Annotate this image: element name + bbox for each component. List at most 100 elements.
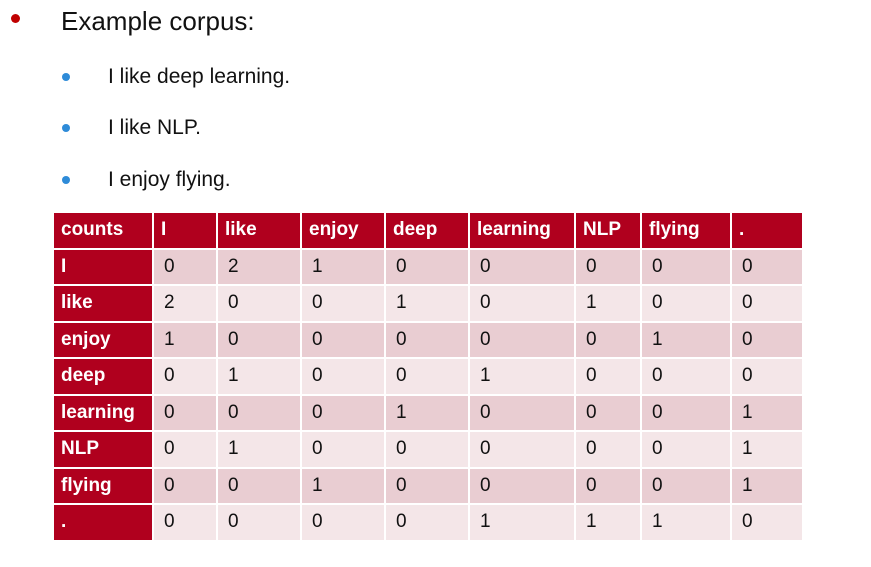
count-cell: 0: [730, 284, 804, 323]
count-cell: 0: [574, 430, 642, 469]
row-header: enjoy: [52, 320, 154, 359]
count-cell: 0: [300, 357, 386, 396]
count-cell: 0: [216, 393, 302, 432]
count-cell: 1: [468, 357, 576, 396]
column-header: flying: [640, 211, 732, 250]
slide-heading: Example corpus:: [61, 6, 255, 36]
count-cell: 0: [216, 284, 302, 323]
count-cell: 0: [152, 357, 218, 396]
count-cell: 2: [152, 284, 218, 323]
count-cell: 1: [640, 320, 732, 359]
count-cell: 1: [730, 393, 804, 432]
count-cell: 1: [300, 247, 386, 286]
table-row: enjoy 1 0 0 0 0 0 1 0: [52, 320, 804, 359]
count-cell: 0: [300, 430, 386, 469]
count-cell: 0: [730, 503, 804, 542]
count-cell: 2: [216, 247, 302, 286]
secondary-bullet-icon: [62, 124, 70, 132]
row-header: like: [52, 284, 154, 323]
count-cell: 0: [216, 466, 302, 505]
count-cell: 1: [152, 320, 218, 359]
table-header-row: counts I like enjoy deep learning NLP fl…: [52, 211, 804, 250]
count-cell: 0: [216, 503, 302, 542]
count-cell: 0: [640, 284, 732, 323]
count-cell: 0: [152, 430, 218, 469]
count-cell: 0: [574, 357, 642, 396]
count-cell: 1: [574, 284, 642, 323]
count-cell: 0: [468, 247, 576, 286]
row-header: deep: [52, 357, 154, 396]
table-row: flying 0 0 1 0 0 0 0 1: [52, 466, 804, 505]
count-cell: 0: [384, 320, 470, 359]
primary-bullet-icon: [11, 14, 20, 23]
count-cell: 0: [300, 320, 386, 359]
row-header: flying: [52, 466, 154, 505]
count-cell: 0: [384, 430, 470, 469]
count-cell: 0: [640, 393, 732, 432]
corpus-sentence: I like deep learning.: [108, 65, 291, 88]
count-cell: 0: [468, 320, 576, 359]
count-cell: 0: [640, 357, 732, 396]
table-corner-cell: counts: [52, 211, 154, 250]
count-cell: 0: [300, 503, 386, 542]
count-cell: 0: [730, 247, 804, 286]
cooccurrence-table: counts I like enjoy deep learning NLP fl…: [52, 211, 804, 542]
count-cell: 1: [216, 357, 302, 396]
row-header: NLP: [52, 430, 154, 469]
count-cell: 0: [468, 466, 576, 505]
count-cell: 0: [640, 466, 732, 505]
count-cell: 0: [574, 247, 642, 286]
count-cell: 1: [384, 284, 470, 323]
count-cell: 0: [152, 503, 218, 542]
count-cell: 0: [640, 247, 732, 286]
count-cell: 0: [152, 466, 218, 505]
table-row: deep 0 1 0 0 1 0 0 0: [52, 357, 804, 396]
corpus-item: I like deep learning.: [0, 62, 600, 92]
corpus-item: I like NLP.: [0, 113, 600, 143]
count-cell: 0: [384, 466, 470, 505]
count-cell: 0: [730, 320, 804, 359]
count-cell: 1: [730, 466, 804, 505]
count-cell: 1: [640, 503, 732, 542]
corpus-sentence: I enjoy flying.: [108, 168, 231, 191]
count-cell: 0: [384, 247, 470, 286]
column-header: .: [730, 211, 804, 250]
table-row: like 2 0 0 1 0 1 0 0: [52, 284, 804, 323]
count-cell: 1: [216, 430, 302, 469]
column-header: I: [152, 211, 218, 250]
count-cell: 0: [152, 393, 218, 432]
corpus-sentence: I like NLP.: [108, 116, 201, 139]
column-header: NLP: [574, 211, 642, 250]
column-header: learning: [468, 211, 576, 250]
row-header: .: [52, 503, 154, 542]
count-cell: 0: [468, 393, 576, 432]
row-header: learning: [52, 393, 154, 432]
count-cell: 1: [300, 466, 386, 505]
column-header: enjoy: [300, 211, 386, 250]
count-cell: 0: [384, 503, 470, 542]
count-cell: 0: [730, 357, 804, 396]
count-cell: 1: [574, 503, 642, 542]
count-cell: 1: [468, 503, 576, 542]
count-cell: 0: [300, 284, 386, 323]
count-cell: 0: [468, 284, 576, 323]
count-cell: 0: [468, 430, 576, 469]
column-header: deep: [384, 211, 470, 250]
count-cell: 0: [384, 357, 470, 396]
column-header: like: [216, 211, 302, 250]
table-row: NLP 0 1 0 0 0 0 0 1: [52, 430, 804, 469]
table-row: learning 0 0 0 1 0 0 0 1: [52, 393, 804, 432]
row-header: I: [52, 247, 154, 286]
count-cell: 0: [300, 393, 386, 432]
table-body: counts I like enjoy deep learning NLP fl…: [52, 211, 804, 542]
corpus-item: I enjoy flying.: [0, 165, 600, 195]
secondary-bullet-icon: [62, 176, 70, 184]
count-cell: 0: [152, 247, 218, 286]
count-cell: 0: [574, 320, 642, 359]
count-cell: 0: [640, 430, 732, 469]
count-cell: 0: [574, 466, 642, 505]
count-cell: 0: [574, 393, 642, 432]
count-cell: 1: [384, 393, 470, 432]
